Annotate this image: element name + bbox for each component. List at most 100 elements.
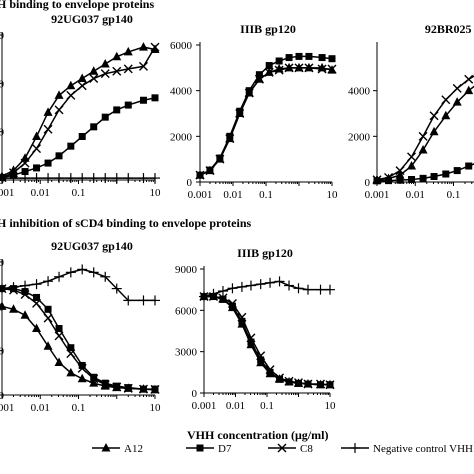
- data-point: [452, 97, 462, 106]
- data-point: [395, 170, 405, 179]
- data-point: [112, 51, 122, 61]
- data-point: [0, 301, 7, 310]
- data-point: [465, 162, 473, 170]
- series-d7: [0, 94, 159, 182]
- data-point: [247, 338, 255, 346]
- data-point: [138, 173, 149, 184]
- data-point: [302, 284, 313, 295]
- data-point: [327, 64, 337, 74]
- y-tick-label: 000: [0, 127, 5, 139]
- x-tick-label: 0.001: [365, 189, 390, 201]
- data-point: [101, 113, 109, 121]
- x-tick-label: 0.1: [260, 400, 274, 412]
- x-tick-label: 0.001: [188, 189, 213, 201]
- data-point: [32, 131, 42, 140]
- data-point: [256, 351, 266, 361]
- data-point: [195, 170, 205, 180]
- x-tick-label: 0.1: [447, 189, 461, 201]
- data-point: [238, 317, 246, 325]
- data-point: [123, 383, 133, 393]
- y-tick-label: 6000: [170, 40, 193, 52]
- y-tick-label: 0: [365, 177, 371, 189]
- data-point: [464, 74, 474, 84]
- y-tick-label: 2000: [170, 131, 193, 143]
- data-point: [430, 173, 438, 181]
- data-point: [274, 276, 285, 287]
- section-title-binding: H binding to envelope proteins: [0, 0, 155, 11]
- data-point: [54, 173, 65, 184]
- data-point: [328, 55, 336, 63]
- data-point: [32, 144, 42, 154]
- y-tick-label: 000: [0, 390, 5, 402]
- panel-title: 92UG037 gp140: [51, 239, 133, 253]
- x-tick-label: 0.01: [226, 400, 245, 412]
- data-point: [318, 54, 326, 62]
- x-tick-label: 10: [150, 402, 162, 414]
- y-tick-label: 000: [0, 30, 5, 42]
- data-point: [464, 85, 474, 95]
- data-point: [43, 124, 53, 134]
- data-point: [304, 63, 314, 73]
- data-point: [275, 373, 285, 383]
- x-tick-label: 10: [150, 187, 162, 199]
- data-point: [78, 361, 86, 369]
- data-point: [453, 167, 461, 175]
- data-point: [20, 310, 30, 319]
- data-point: [139, 96, 147, 104]
- data-point: [407, 152, 417, 162]
- data-point: [32, 323, 42, 332]
- data-point: [20, 290, 30, 300]
- data-point: [325, 284, 335, 295]
- series-a12: [0, 42, 160, 180]
- data-point: [100, 380, 110, 390]
- data-point: [88, 173, 99, 184]
- data-point: [429, 111, 439, 121]
- data-point: [284, 376, 294, 386]
- data-point: [228, 302, 236, 310]
- data-point: [54, 105, 64, 115]
- data-point: [372, 175, 382, 185]
- data-point: [138, 295, 149, 306]
- y-tick-label: 3000: [175, 347, 198, 359]
- data-point: [205, 166, 215, 176]
- series-a12: [372, 85, 474, 184]
- data-point: [285, 54, 293, 62]
- data-point: [124, 101, 132, 109]
- data-point: [293, 283, 304, 294]
- series-negative-control-vhh: [199, 276, 335, 302]
- data-point: [255, 71, 263, 79]
- series-c8: [372, 74, 474, 185]
- x-tick-label: 10: [327, 189, 339, 201]
- y-tick-label: 2000: [348, 131, 371, 143]
- data-point: [100, 69, 110, 79]
- series-line: [376, 85, 474, 181]
- data-point: [66, 90, 76, 100]
- data-point: [31, 279, 42, 290]
- data-point: [325, 380, 335, 390]
- data-point: [316, 379, 326, 389]
- panel-title: 92BR025 gp: [425, 22, 474, 36]
- data-point: [151, 94, 159, 102]
- data-point: [442, 170, 450, 178]
- data-point: [244, 88, 254, 98]
- y-tick-label: 000: [0, 78, 5, 90]
- data-point: [77, 373, 87, 383]
- data-point: [101, 379, 109, 387]
- data-point: [89, 374, 99, 384]
- data-point: [396, 176, 404, 184]
- data-point: [67, 142, 75, 150]
- data-point: [66, 367, 76, 377]
- y-tick-label: 0: [192, 388, 198, 400]
- data-point: [264, 67, 274, 77]
- data-point: [77, 81, 87, 91]
- data-point: [441, 110, 451, 120]
- data-point: [54, 357, 64, 366]
- series-a12: [0, 301, 160, 394]
- x-tick-label: 10: [325, 400, 337, 412]
- data-point: [67, 344, 75, 352]
- chart-panel-3: 92BR025 gp 0.001 0.01 0.1 0 2000 4000: [348, 22, 474, 201]
- data-point: [317, 64, 327, 74]
- data-point: [235, 109, 245, 118]
- data-point: [315, 284, 326, 295]
- data-point: [373, 177, 381, 185]
